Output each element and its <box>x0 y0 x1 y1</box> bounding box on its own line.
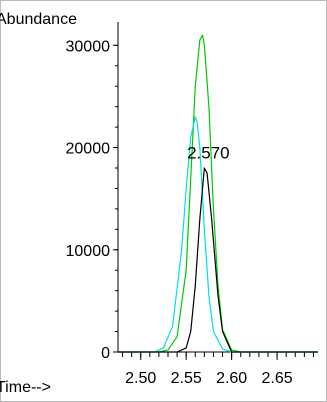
x-tick-label: 2.55 <box>171 370 202 387</box>
series-group <box>118 34 318 353</box>
series-line-1 <box>118 116 318 353</box>
x-axis-label: Time--> <box>0 379 51 396</box>
peak-annotation: 2.570 <box>187 144 230 163</box>
x-tick-label: 2.65 <box>262 370 293 387</box>
y-tick-label: 30000 <box>66 38 111 55</box>
x-tick-label: 2.60 <box>216 370 247 387</box>
y-tick-label: 10000 <box>66 243 111 260</box>
axes: 0 10000 20000 30000 2.50 2.55 2.60 2.65 <box>66 22 318 387</box>
y-tick-label: 0 <box>101 345 110 362</box>
x-tick-label: 2.50 <box>125 370 156 387</box>
y-tick-label: 20000 <box>66 141 111 158</box>
annotations: 2.570 <box>187 144 230 163</box>
series-line-2 <box>118 167 318 353</box>
series-line-0 <box>118 34 318 353</box>
y-axis-label: Abundance <box>0 11 77 28</box>
